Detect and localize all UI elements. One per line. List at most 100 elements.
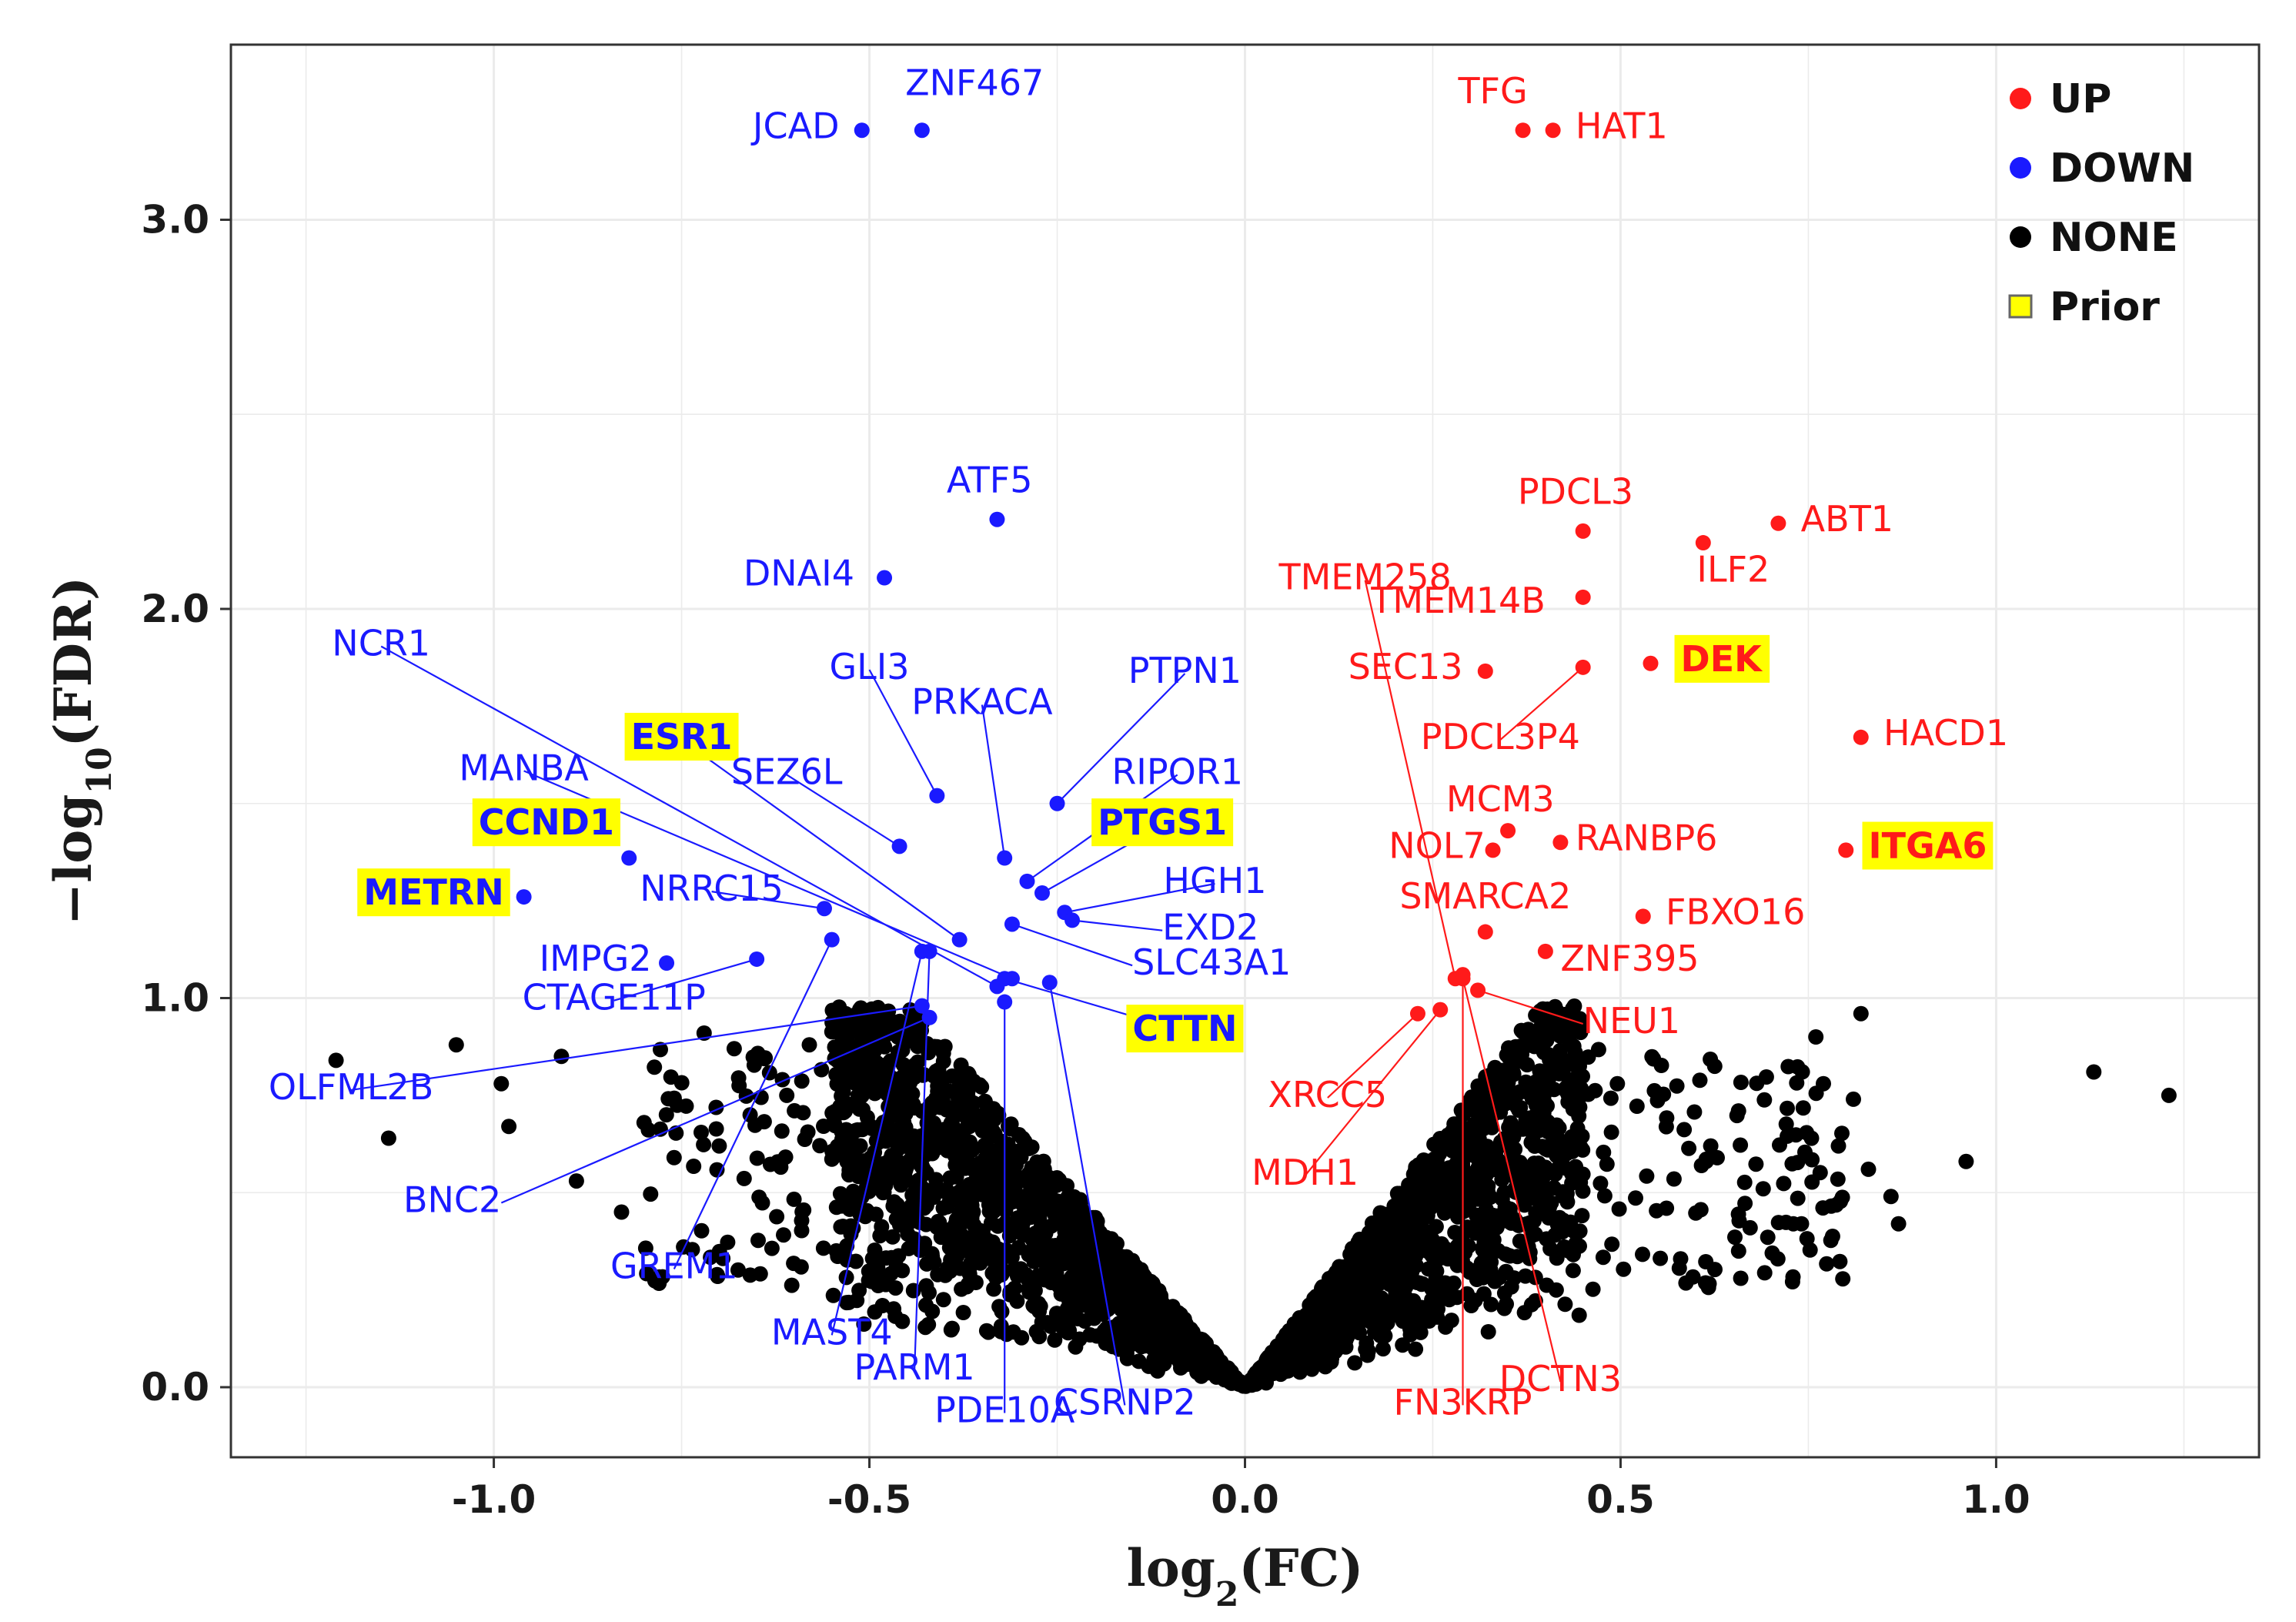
none-point	[793, 1259, 809, 1275]
none-point	[1419, 1208, 1435, 1223]
none-point	[1499, 1129, 1516, 1145]
gene-label-atf5: ATF5	[947, 459, 1033, 500]
none-point	[1398, 1243, 1414, 1259]
none-point	[1502, 1160, 1518, 1176]
none-point	[1733, 1075, 1749, 1090]
none-point	[1830, 1138, 1846, 1154]
none-point	[1358, 1341, 1374, 1357]
none-point	[1321, 1302, 1337, 1318]
point-mdh1	[1432, 1002, 1449, 1018]
gene-label-jcad: JCAD	[750, 105, 840, 146]
none-point	[1402, 1313, 1418, 1329]
none-point	[942, 1170, 958, 1186]
none-point	[1693, 1202, 1709, 1218]
none-point	[856, 1316, 872, 1332]
none-point	[1322, 1350, 1338, 1366]
none-point	[990, 1218, 1006, 1234]
none-point	[1490, 1152, 1506, 1169]
none-point	[1350, 1316, 1366, 1331]
leader-line-ctage11p	[613, 958, 757, 1002]
leader-line-gli3	[868, 669, 938, 797]
point-ptpn1	[1049, 795, 1065, 811]
none-point	[839, 1191, 855, 1207]
gene-label-mcm3: MCM3	[1446, 778, 1555, 820]
none-point	[921, 1285, 937, 1301]
none-point	[851, 1283, 867, 1299]
none-point	[952, 1070, 968, 1086]
none-point	[1039, 1315, 1055, 1331]
gene-label-hacd1: HACD1	[1883, 712, 2008, 754]
none-point	[1108, 1268, 1124, 1283]
none-point	[786, 1191, 802, 1207]
none-point	[493, 1075, 510, 1092]
none-point	[779, 1087, 795, 1103]
none-point	[1340, 1259, 1355, 1275]
point-tmem14b	[1575, 589, 1591, 605]
none-point	[1117, 1253, 1132, 1269]
none-point	[1470, 1189, 1486, 1206]
none-point	[1853, 1005, 1869, 1022]
none-point	[1085, 1284, 1101, 1300]
none-point	[1565, 1101, 1581, 1117]
none-point	[1010, 1143, 1026, 1159]
none-point	[1528, 1097, 1544, 1112]
none-point	[784, 1277, 800, 1293]
point-znf395	[1537, 943, 1553, 959]
none-point	[1474, 1262, 1490, 1279]
none-point	[1790, 1155, 1806, 1171]
leader-line-esr1	[680, 739, 961, 941]
none-point	[930, 1213, 946, 1229]
none-point	[879, 1086, 895, 1102]
point-znf467	[914, 122, 930, 139]
none-point	[1778, 1116, 1794, 1132]
none-point	[971, 1186, 987, 1202]
none-point	[1736, 1174, 1753, 1190]
gene-label-tfg: TFG	[1457, 70, 1527, 112]
prior-highlight-dek	[1674, 634, 1770, 683]
none-point	[981, 1324, 996, 1340]
none-point	[1542, 1241, 1559, 1256]
none-point	[839, 1072, 855, 1089]
none-point	[1539, 1032, 1555, 1048]
prior-highlight-itga6	[1862, 821, 1994, 870]
none-point	[1560, 1087, 1576, 1103]
none-point	[930, 1266, 946, 1283]
none-point	[1846, 1091, 1861, 1107]
none-point	[769, 1209, 785, 1225]
none-point	[1047, 1332, 1063, 1348]
none-point	[1516, 1305, 1532, 1321]
none-point	[693, 1125, 709, 1140]
none-point	[1823, 1232, 1839, 1249]
none-point	[1730, 1243, 1746, 1259]
gene-label-esr1: ESR1	[631, 716, 733, 757]
none-point	[812, 1138, 828, 1154]
point-nrrc15	[816, 901, 832, 917]
none-point	[1375, 1341, 1391, 1357]
none-point	[1028, 1323, 1044, 1339]
none-point	[1322, 1284, 1338, 1300]
none-point	[1569, 1120, 1586, 1136]
none-point	[1568, 1236, 1584, 1251]
leader-lines	[350, 580, 1584, 1413]
none-point	[1603, 1090, 1619, 1106]
none-point	[911, 1067, 927, 1083]
none-point	[1656, 1086, 1672, 1102]
none-point	[961, 1134, 977, 1150]
none-point	[1557, 1135, 1572, 1151]
none-point	[1372, 1328, 1389, 1343]
none-point	[736, 1170, 752, 1186]
none-point	[855, 1102, 871, 1118]
none-point	[1470, 1212, 1486, 1228]
leader-line-exd2	[1071, 919, 1163, 931]
none-point	[1449, 1289, 1465, 1306]
none-point	[935, 1045, 951, 1062]
point-sez6l	[891, 838, 907, 854]
none-point	[1639, 1168, 1655, 1184]
none-point	[686, 1159, 702, 1174]
none-point	[1392, 1197, 1409, 1213]
none-point	[951, 1206, 968, 1222]
gene-label-tmem258: TMEM258	[1278, 557, 1451, 598]
none-point	[1770, 1251, 1786, 1267]
none-point	[726, 1041, 742, 1057]
none-point	[1026, 1299, 1042, 1315]
